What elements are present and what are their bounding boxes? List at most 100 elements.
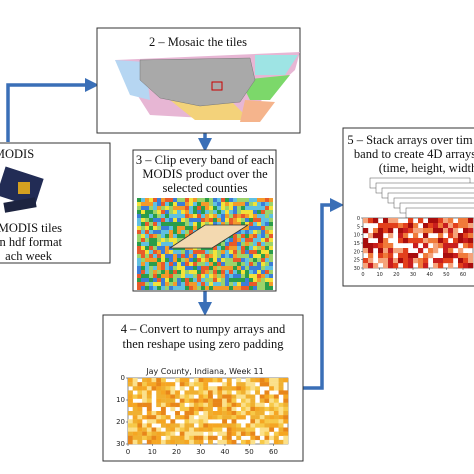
heat-cell [236, 386, 242, 391]
heat-cell [245, 402, 251, 408]
raster-cell [161, 246, 165, 250]
heat-cell [438, 218, 444, 224]
raster-cell [141, 250, 145, 254]
x-tick-label: 30 [196, 448, 205, 456]
heat-cell [151, 439, 157, 445]
raster-cell [201, 286, 205, 290]
raster-cell [261, 246, 265, 250]
raster-cell [233, 234, 237, 238]
raster-cell [189, 214, 193, 218]
heat-cell [226, 398, 232, 403]
heat-cell [170, 431, 176, 436]
heat-cell [398, 223, 404, 229]
raster-cell [177, 202, 181, 206]
raster-cell [261, 218, 265, 222]
heat-cell [236, 394, 242, 399]
raster-cell [161, 274, 165, 278]
heat-cell [156, 439, 162, 445]
heat-cell [240, 427, 246, 432]
raster-cell [137, 198, 141, 202]
raster-cell [201, 202, 205, 206]
raster-cell [201, 210, 205, 214]
raster-cell [265, 254, 269, 258]
raster-cell [269, 254, 273, 258]
x-tick-label: 40 [221, 448, 230, 456]
raster-cell [141, 242, 145, 246]
raster-cell [157, 218, 161, 222]
raster-cell [245, 262, 249, 266]
raster-cell [145, 242, 149, 246]
heat-cell [189, 402, 195, 408]
heat-cell [217, 378, 223, 383]
heat-cell [443, 248, 449, 254]
raster-cell [257, 202, 261, 206]
heat-cell [368, 233, 374, 239]
raster-cell [157, 234, 161, 238]
raster-cell [253, 274, 257, 278]
raster-cell [181, 258, 185, 262]
raster-cell [205, 258, 209, 262]
heat-cell [383, 223, 389, 229]
raster-cell [153, 198, 157, 202]
raster-cell [229, 242, 233, 246]
raster-cell [181, 218, 185, 222]
heat-cell [423, 233, 429, 239]
raster-cell [253, 206, 257, 210]
raster-cell [181, 222, 185, 226]
heat-cell [137, 431, 143, 436]
raster-cell [201, 270, 205, 274]
raster-cell [221, 218, 225, 222]
heat-cell [240, 439, 246, 445]
raster-cell [209, 274, 213, 278]
raster-cell [265, 278, 269, 282]
raster-cell [261, 266, 265, 270]
raster-cell [209, 198, 213, 202]
heat-cell [378, 233, 384, 239]
heat-cell [193, 406, 199, 412]
heat-cell [175, 435, 180, 441]
raster-cell [137, 214, 141, 218]
heat-cell [160, 431, 166, 436]
heat-cell [378, 228, 384, 234]
heat-cell [189, 435, 195, 441]
raster-cell [269, 202, 273, 206]
raster-cell [269, 246, 273, 250]
heat-cell [468, 218, 474, 224]
heat-cell [269, 402, 275, 408]
heat-cell [363, 238, 369, 244]
raster-cell [197, 250, 201, 254]
heat-cell [142, 398, 148, 403]
heat-cell [137, 390, 143, 395]
raster-cell [181, 202, 185, 206]
raster-cell [197, 206, 201, 210]
heat-cell [175, 415, 180, 420]
raster-cell [165, 238, 169, 242]
raster-cell [205, 278, 209, 282]
heat-cell [250, 411, 256, 416]
heat-cell [278, 386, 284, 391]
heat-cell [179, 402, 185, 408]
raster-cell [237, 198, 241, 202]
heat-cell [165, 423, 171, 428]
raster-cell [257, 198, 261, 202]
raster-cell [241, 206, 245, 210]
raster-cell [145, 278, 149, 282]
raster-cell [157, 278, 161, 282]
heat-cell [259, 411, 265, 416]
heat-cell [368, 263, 374, 269]
heat-cell [137, 402, 143, 408]
heat-cell [363, 243, 369, 249]
heat-cell [193, 431, 199, 436]
raster-cell [173, 214, 177, 218]
raster-cell [217, 286, 221, 290]
raster-cell [149, 234, 153, 238]
raster-cell [141, 262, 145, 266]
raster-cell [185, 254, 189, 258]
heat-cell [128, 431, 133, 436]
heat-cell [222, 423, 228, 428]
raster-cell [241, 250, 245, 254]
heat-cell [142, 402, 148, 408]
heat-cell [231, 386, 237, 391]
raster-cell [185, 222, 189, 226]
heat-cell [438, 258, 444, 264]
